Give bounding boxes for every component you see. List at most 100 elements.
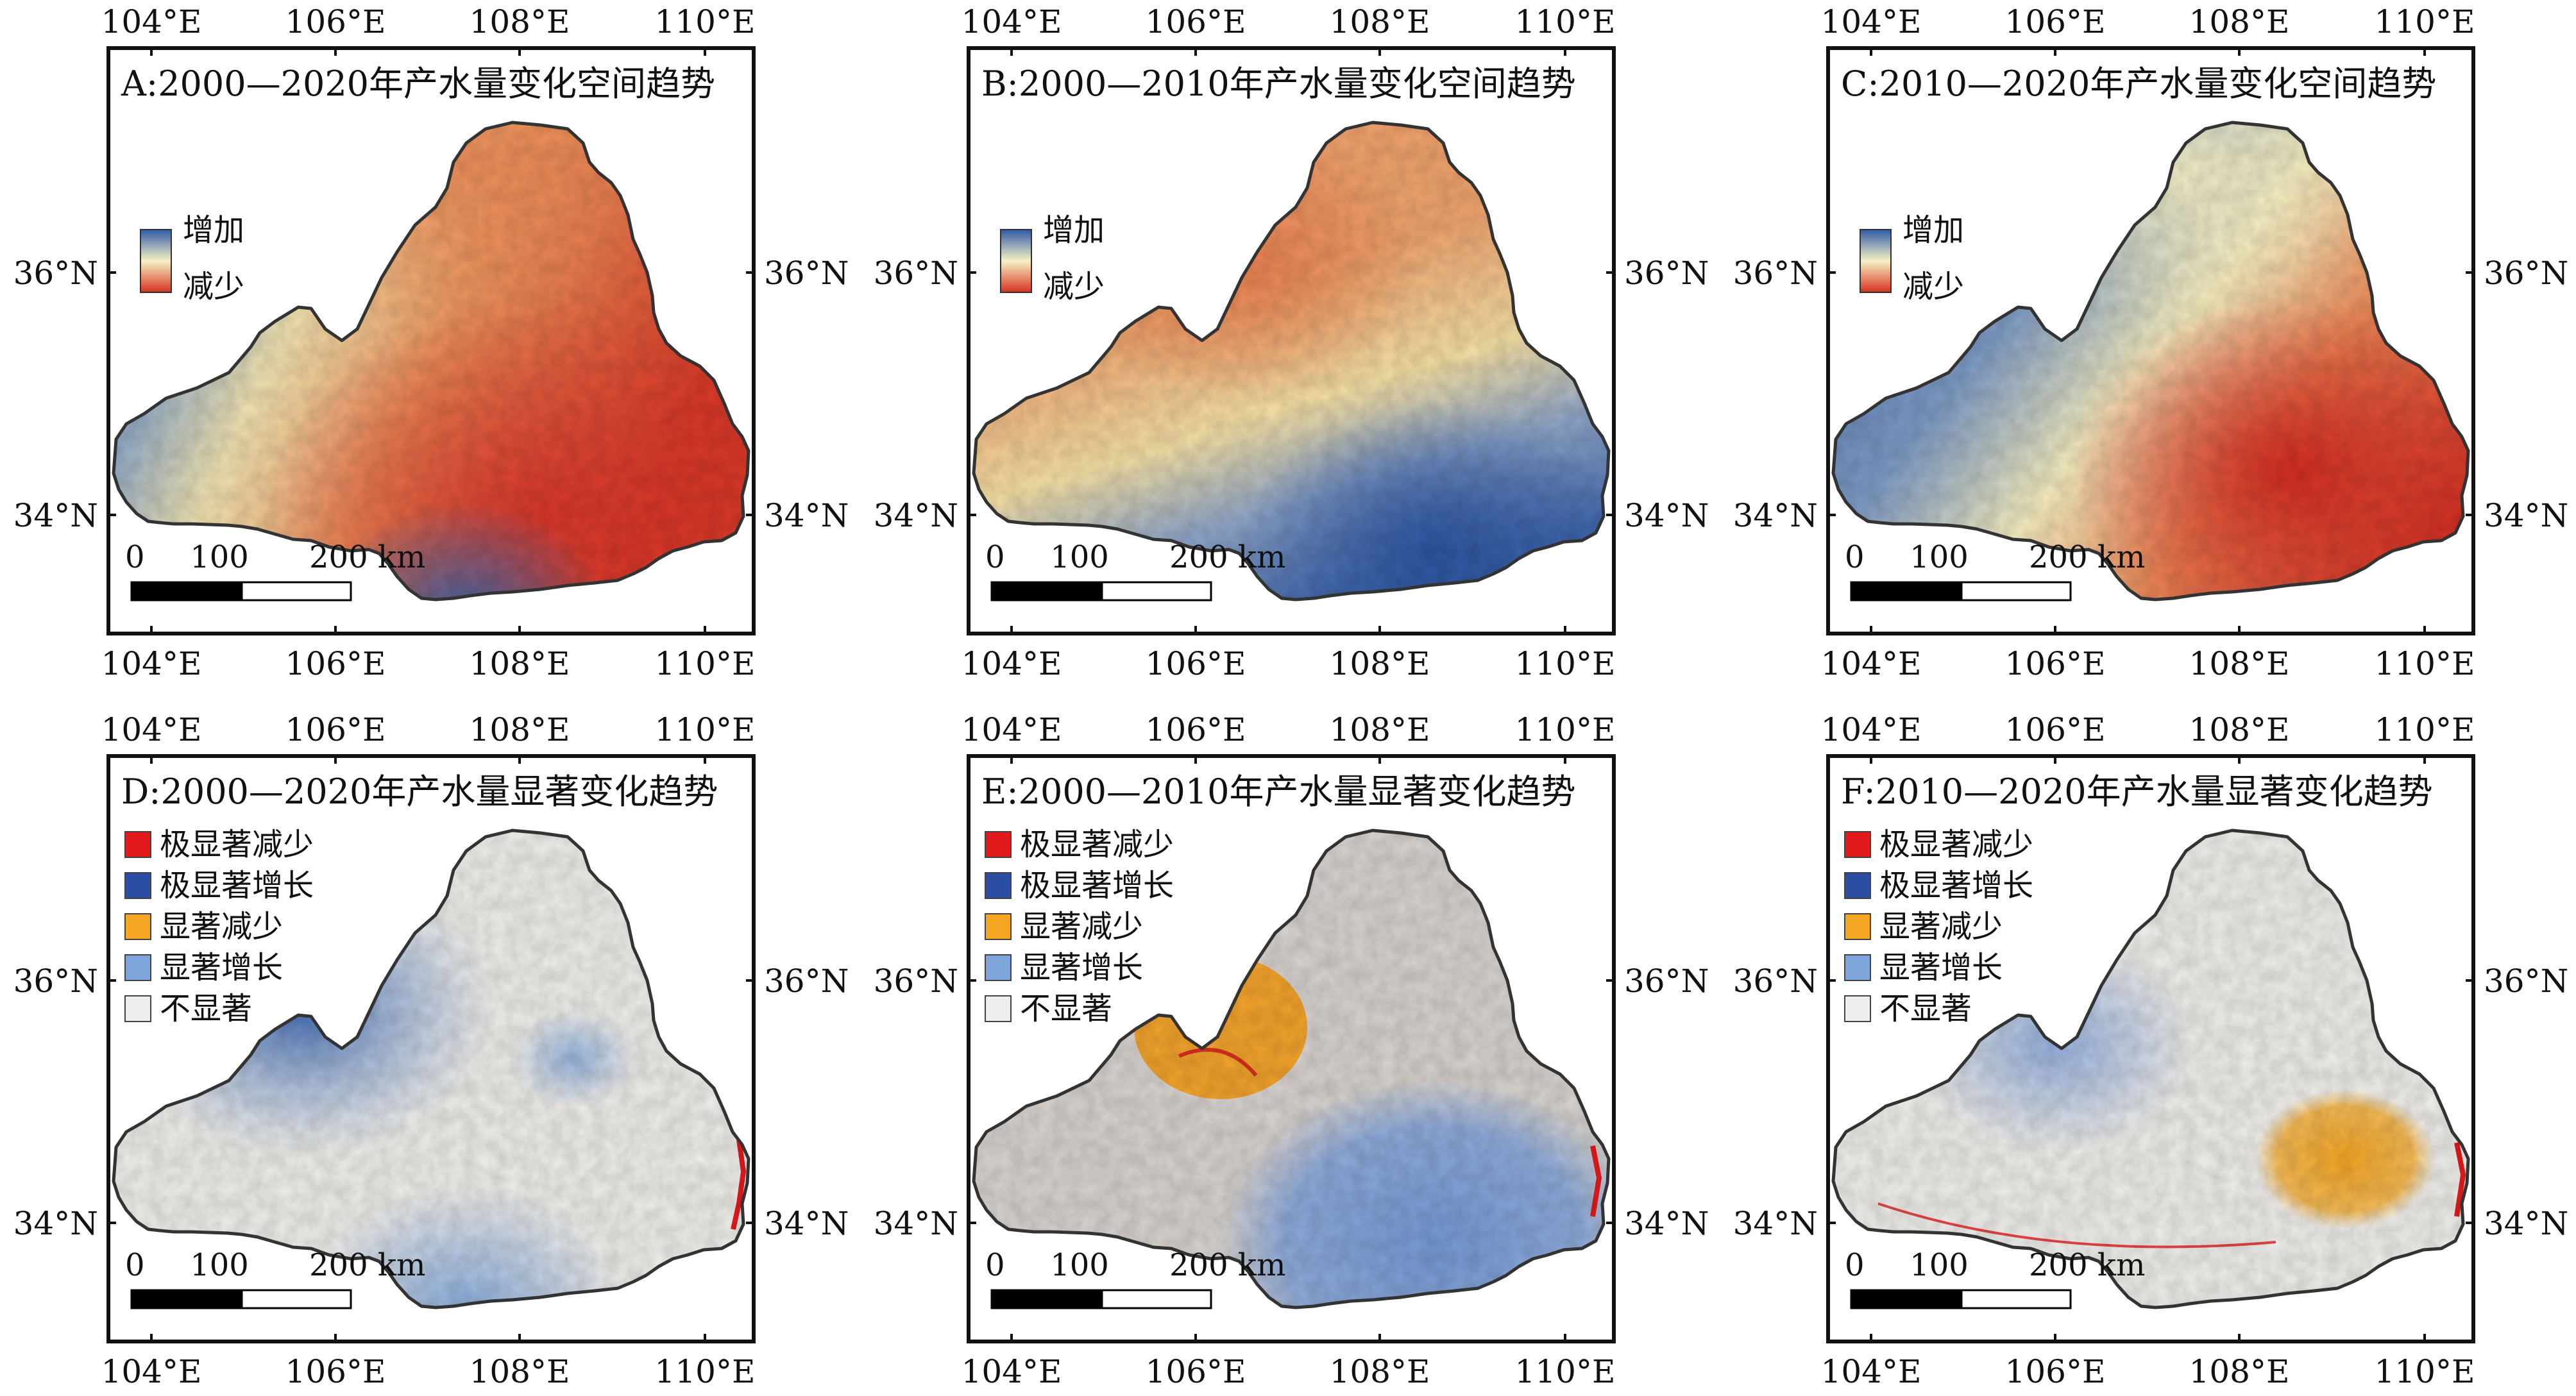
lon-label-bottom: 108°E	[1330, 645, 1430, 682]
scale-label: 100	[1910, 1247, 1969, 1283]
gradient-legend-bar	[140, 229, 172, 293]
legend-class-label: 显著减少	[1879, 909, 2003, 945]
map-area: E:2000—2010年产水量显著变化趋势极显著减少极显著增长显著减少显著增长不…	[967, 754, 1616, 1343]
lon-label-bottom: 108°E	[470, 1353, 570, 1390]
lat-label-left: 36°N	[1733, 255, 1818, 292]
lon-label-bottom: 104°E	[1821, 1353, 1922, 1390]
lon-label-top: 106°E	[1146, 711, 1246, 748]
scale-bar: 0 100 200 km	[125, 1247, 425, 1309]
panel-title: D:2000—2020年产水量显著变化趋势	[121, 771, 718, 812]
lon-label-bottom: 104°E	[962, 645, 1062, 682]
lon-label-top: 110°E	[2375, 711, 2475, 748]
legend-increase-label: 增加	[1043, 212, 1105, 248]
scale-bar: 0 100 200 km	[985, 1247, 1285, 1309]
legend-swatch	[1844, 954, 1871, 981]
scale-label: 200 km	[309, 1247, 425, 1283]
legend-class-label: 极显著减少	[1879, 827, 2033, 862]
lon-label-bottom: 106°E	[285, 1353, 386, 1390]
panel-title: F:2010—2020年产水量显著变化趋势	[1841, 771, 2433, 812]
lon-label-bottom: 110°E	[2375, 1353, 2475, 1390]
scale-label: 0	[1845, 539, 1865, 575]
legend-swatch	[985, 995, 1012, 1022]
scale-bar: 0 100 200 km	[1845, 1247, 2145, 1309]
lon-label-top: 108°E	[1330, 711, 1430, 748]
scale-bar: 0 100 200 km	[985, 539, 1285, 601]
scale-label: 0	[125, 539, 145, 575]
scale-label: 100	[190, 539, 249, 575]
basin-boundary	[972, 121, 1611, 601]
lon-label-bottom: 104°E	[101, 1353, 202, 1390]
lat-label-right: 36°N	[2484, 255, 2568, 292]
basin-raster	[114, 122, 749, 600]
map-frame	[106, 46, 756, 635]
lat-label-left: 36°N	[13, 255, 98, 292]
lat-label-right: 36°N	[1624, 255, 1709, 292]
legend-increase-label: 增加	[183, 212, 244, 248]
legend-swatch	[1844, 995, 1871, 1022]
legend-swatch	[985, 954, 1012, 981]
legend-class-label: 显著增长	[1879, 950, 2003, 986]
map-panel-C: 104°E 104°E 106°E 106°E 108°E 108°E 110°E 110°E…	[1733, 3, 2569, 682]
scale-label: 200 km	[1169, 539, 1285, 575]
lon-label-top: 110°E	[1515, 711, 1616, 748]
legend-swatch	[1844, 872, 1871, 899]
lon-label-top: 110°E	[655, 711, 756, 748]
scale-label: 0	[985, 1247, 1005, 1283]
scale-bar: 0 100 200 km	[1845, 539, 2145, 601]
lon-label-top: 108°E	[2189, 711, 2290, 748]
lon-label-bottom: 106°E	[2005, 1353, 2106, 1390]
legend-class-label: 不显著	[1020, 991, 1112, 1027]
lat-label-left: 36°N	[874, 963, 958, 1000]
lon-label-top: 106°E	[285, 3, 386, 40]
lon-label-bottom: 108°E	[2189, 1353, 2290, 1390]
lon-label-bottom: 110°E	[655, 1353, 756, 1390]
lon-label-top: 108°E	[470, 3, 570, 40]
lon-label-bottom: 106°E	[1146, 645, 1246, 682]
legend-class-label: 极显著增长	[1020, 868, 1174, 904]
legend-class-label: 极显著增长	[1879, 868, 2033, 904]
lon-label-top: 104°E	[1821, 3, 1922, 40]
legend-class-label: 显著增长	[1020, 950, 1143, 986]
legend-swatch	[985, 872, 1012, 899]
lat-label-right: 34°N	[1624, 1205, 1709, 1242]
legend-class-label: 极显著减少	[1020, 827, 1174, 862]
lon-label-bottom: 104°E	[1821, 645, 1922, 682]
map-area: D:2000—2020年产水量显著变化趋势极显著减少极显著增长显著减少显著增长不…	[106, 754, 756, 1343]
lat-label-right: 36°N	[764, 963, 849, 1000]
lat-label-left: 36°N	[1733, 963, 1818, 1000]
map-area: F:2010—2020年产水量显著变化趋势极显著减少极显著增长显著减少显著增长不…	[1826, 754, 2475, 1343]
legend-swatch	[1844, 913, 1871, 940]
legend-class-label: 不显著	[1879, 991, 1972, 1027]
scale-label: 100	[190, 1247, 249, 1283]
panel-title: C:2010—2020年产水量变化空间趋势	[1841, 63, 2436, 104]
basin-boundary	[112, 121, 750, 601]
lon-label-bottom: 110°E	[1515, 1353, 1616, 1390]
lat-label-left: 34°N	[1733, 1205, 1818, 1242]
scale-label: 200 km	[1169, 1247, 1285, 1283]
basin-boundary	[1831, 121, 2470, 601]
lat-label-right: 34°N	[764, 1205, 849, 1242]
legend-class-label: 极显著增长	[160, 868, 314, 904]
lat-label-right: 34°N	[1624, 497, 1709, 534]
lon-label-top: 104°E	[101, 711, 202, 748]
lon-label-bottom: 106°E	[2005, 645, 2106, 682]
lat-label-right: 36°N	[764, 255, 849, 292]
basin-raster	[974, 122, 1609, 600]
basin-boundary	[1831, 828, 2470, 1309]
scale-label: 0	[985, 539, 1005, 575]
panel-title: A:2000—2020年产水量变化空间趋势	[121, 63, 715, 104]
map-frame	[106, 754, 756, 1343]
lat-label-right: 36°N	[2484, 963, 2568, 1000]
legend-swatch	[1844, 831, 1871, 858]
lat-label-right: 34°N	[764, 497, 849, 534]
lon-label-top: 106°E	[285, 711, 386, 748]
lon-label-bottom: 108°E	[470, 645, 570, 682]
legend-class-label: 不显著	[160, 991, 252, 1027]
legend-class-label: 显著减少	[1020, 909, 1143, 945]
lon-label-top: 106°E	[2005, 711, 2106, 748]
lon-label-top: 106°E	[1146, 3, 1246, 40]
lat-label-left: 34°N	[874, 1205, 958, 1242]
